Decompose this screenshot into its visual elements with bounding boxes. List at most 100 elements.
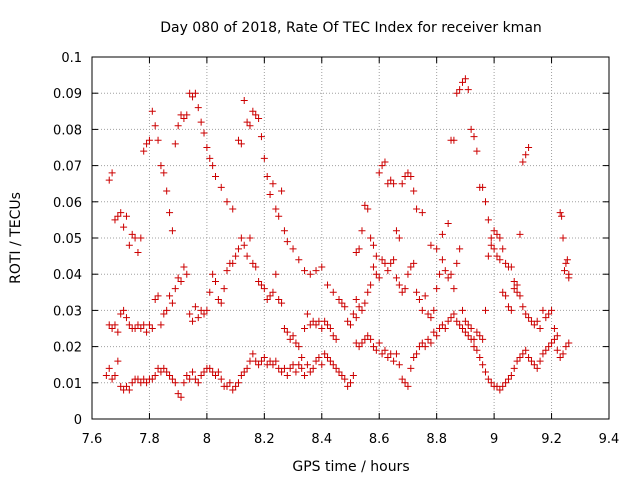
data-point — [341, 375, 349, 383]
data-point — [456, 321, 464, 329]
data-point — [278, 187, 286, 195]
data-point — [499, 288, 507, 296]
data-point — [137, 325, 145, 332]
data-point — [295, 361, 303, 369]
data-point — [209, 162, 217, 170]
data-point — [303, 310, 311, 318]
data-point — [186, 310, 194, 318]
data-point — [507, 306, 515, 314]
data-point — [563, 256, 571, 264]
data-point — [309, 364, 317, 372]
data-point — [367, 281, 375, 289]
data-point — [200, 310, 208, 318]
data-point — [240, 241, 248, 249]
data-point — [283, 328, 291, 336]
data-point — [128, 379, 136, 387]
data-point — [467, 335, 475, 343]
data-point — [338, 372, 346, 380]
data-point — [387, 259, 395, 267]
data-point — [479, 361, 487, 369]
data-point — [246, 122, 254, 130]
data-point — [237, 234, 245, 242]
data-point — [424, 335, 432, 343]
data-point — [358, 306, 366, 314]
data-point — [378, 162, 386, 170]
data-point — [507, 372, 515, 380]
data-point — [335, 296, 343, 304]
data-point — [283, 238, 291, 246]
data-point — [539, 350, 547, 358]
data-point — [257, 281, 265, 289]
data-point — [499, 382, 507, 390]
data-point — [367, 234, 375, 242]
data-point — [200, 368, 208, 376]
data-point — [318, 361, 326, 369]
data-point — [114, 328, 122, 336]
data-point — [234, 245, 242, 253]
data-point — [545, 343, 553, 351]
data-point — [312, 357, 320, 365]
data-point — [166, 209, 174, 217]
data-point — [148, 325, 156, 332]
data-point — [536, 357, 544, 365]
data-point — [312, 321, 320, 329]
data-point — [562, 343, 570, 351]
data-point — [303, 361, 311, 369]
data-point — [102, 372, 110, 380]
data-point — [536, 325, 544, 332]
data-point — [444, 274, 452, 282]
data-point — [438, 230, 446, 238]
data-point — [252, 111, 260, 119]
data-point — [467, 125, 475, 133]
data-point — [194, 314, 202, 322]
data-point — [203, 144, 211, 151]
data-point — [530, 361, 538, 369]
data-point — [372, 252, 380, 260]
data-point — [355, 303, 363, 311]
data-point — [413, 350, 421, 358]
data-point — [481, 306, 489, 314]
data-point — [125, 241, 133, 249]
data-point — [326, 357, 334, 365]
data-point — [560, 267, 568, 275]
data-point — [407, 172, 415, 180]
data-point — [206, 364, 214, 372]
data-point — [243, 364, 251, 372]
data-point — [206, 288, 214, 296]
data-point — [415, 296, 423, 304]
data-point — [180, 115, 188, 123]
data-point — [381, 346, 389, 354]
data-point — [335, 368, 343, 376]
data-point — [197, 118, 205, 126]
y-tick-label: 0.01 — [53, 377, 82, 392]
data-point — [183, 372, 191, 380]
data-point — [114, 357, 122, 365]
x-tick-label: 8.4 — [311, 432, 332, 447]
data-point — [338, 299, 346, 307]
data-point — [260, 154, 268, 162]
data-point — [180, 379, 188, 387]
data-point — [392, 274, 400, 282]
data-point — [278, 299, 286, 307]
data-point — [502, 292, 510, 300]
data-point — [427, 241, 435, 249]
data-point — [151, 122, 159, 130]
data-point — [137, 234, 145, 242]
data-point — [553, 346, 561, 354]
data-point — [125, 386, 133, 394]
data-point — [381, 158, 389, 166]
data-point — [347, 321, 354, 329]
data-point — [289, 245, 297, 253]
data-point — [286, 335, 294, 343]
data-point — [476, 353, 484, 361]
data-point — [441, 325, 449, 332]
data-point — [539, 306, 547, 314]
y-tick-label: 0.08 — [53, 123, 82, 138]
data-point — [436, 270, 444, 278]
data-point — [378, 256, 386, 264]
data-point — [191, 375, 199, 383]
data-point — [203, 306, 211, 314]
data-point — [105, 176, 113, 184]
data-point — [433, 332, 441, 340]
data-point — [166, 372, 174, 380]
